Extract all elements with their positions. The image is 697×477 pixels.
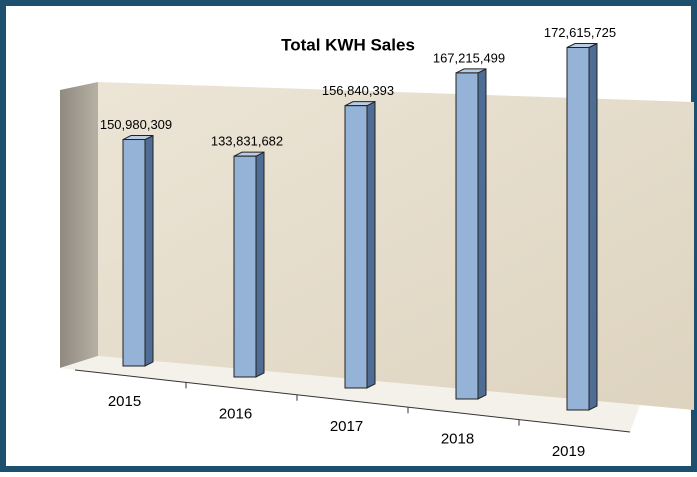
bar	[566, 47, 590, 411]
value-label: 167,215,499	[433, 50, 505, 65]
floor	[60, 356, 640, 432]
chart-title: Total KWH Sales	[281, 35, 415, 54]
bar-side	[477, 68, 487, 400]
x-axis	[74, 369, 631, 433]
bar-side	[255, 151, 265, 378]
value-label: 156,840,393	[322, 83, 394, 98]
value-label: 150,980,309	[100, 117, 172, 132]
bar	[122, 139, 146, 367]
side-wall	[60, 82, 98, 368]
bar	[455, 72, 479, 400]
bar-side	[366, 100, 376, 389]
bars: 150,980,309 2015 133,831,682 2016 156,840,39…	[100, 25, 616, 460]
x-tick-label: 2016	[219, 406, 252, 423]
bar-side	[144, 134, 154, 367]
x-tick-label: 2017	[330, 418, 363, 435]
value-label: 172,615,725	[544, 25, 616, 40]
back-wall	[98, 82, 694, 410]
x-tick-label: 2015	[108, 393, 141, 410]
bar	[233, 155, 257, 378]
bar	[344, 105, 368, 389]
bar-side	[588, 42, 598, 411]
x-tick-label: 2019	[552, 443, 585, 460]
value-label: 133,831,682	[211, 134, 283, 149]
x-tick-label: 2018	[441, 430, 474, 447]
